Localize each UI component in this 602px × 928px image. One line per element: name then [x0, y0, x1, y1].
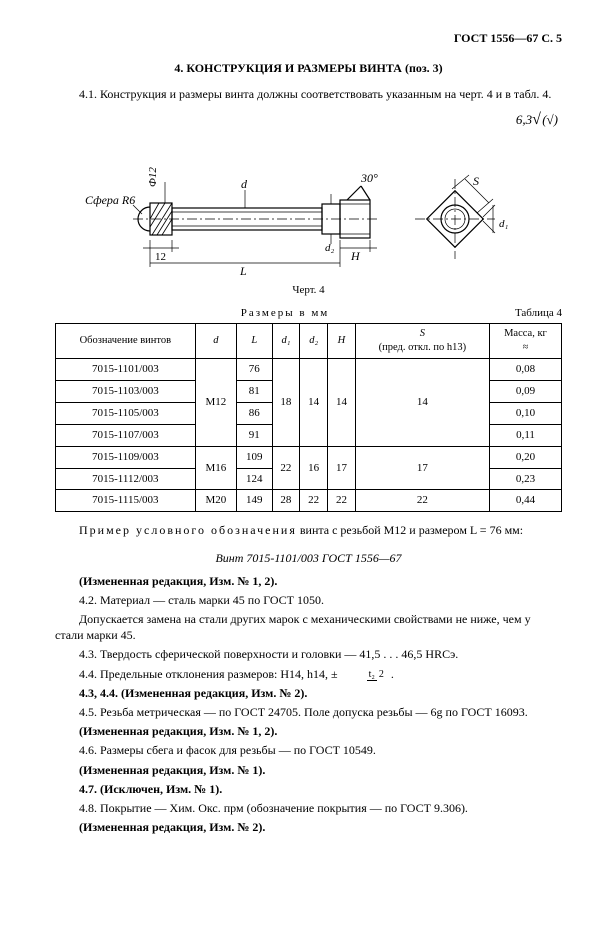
tolerance-fraction: t₂2	[343, 670, 386, 680]
section-number: 4.	[174, 61, 183, 75]
para-4-4-suffix: .	[388, 667, 394, 681]
para-4-7: 4.7. (Исключен, Изм. № 1).	[55, 781, 562, 797]
roughness-value: 6,3	[516, 112, 532, 127]
roughness-extra: (√)	[542, 112, 558, 127]
table-row: 7015-1115/003 М20 149 28 22 22 22 0,44	[56, 490, 562, 512]
example-tail: винта с резьбой М12 и размером L = 76 мм…	[297, 523, 523, 537]
section-title: 4. КОНСТРУКЦИЯ И РАЗМЕРЫ ВИНТА (поз. 3)	[55, 60, 562, 76]
para-4-2a: 4.2. Материал — сталь марки 45 по ГОСТ 1…	[55, 592, 562, 608]
para-4-6: 4.6. Размеры сбега и фасок для резьбы — …	[55, 742, 562, 758]
para-4-5-changed: (Измененная редакция, Изм. № 1, 2).	[55, 723, 562, 739]
para-4-3-4-changed: 4.3, 4.4. (Измененная редакция, Изм. № 2…	[55, 685, 562, 701]
label-sphere: Сфера R6	[85, 193, 135, 207]
para-4-8-changed: (Измененная редакция, Изм. № 2).	[55, 819, 562, 835]
label-d1: d₁	[499, 218, 509, 230]
table-row: 7015-1101/003 М12 76 18 14 14 14 0,08	[56, 359, 562, 381]
doc-reference: ГОСТ 1556—67 C. 5	[55, 30, 562, 46]
para-4-3: 4.3. Твердость сферической поверхности и…	[55, 646, 562, 662]
label-l: L	[239, 264, 247, 277]
dimensions-table: Обозначение винтов d L d₁ d₂ H S(пред. о…	[55, 323, 562, 512]
example-designation: Винт 7015-1101/003 ГОСТ 1556—67	[55, 550, 562, 566]
para-4-4: 4.4. Предельные отклонения размеров: H14…	[55, 666, 562, 682]
label-phi12: Ф12	[147, 167, 159, 187]
page: ГОСТ 1556—67 C. 5 4. КОНСТРУКЦИЯ И РАЗМЕ…	[0, 0, 602, 928]
th-s: S(пред. откл. по h13)	[355, 324, 489, 359]
figure-caption: Черт. 4	[55, 283, 562, 298]
label-h: H	[350, 249, 361, 263]
th-code: Обозначение винтов	[56, 324, 196, 359]
para-4-4-prefix: 4.4. Предельные отклонения размеров: H14…	[79, 667, 341, 681]
label-d: d	[241, 177, 248, 191]
table-label-row: Размеры в мм Таблица 4	[55, 306, 562, 321]
table-row: 7015-1109/003 М16 109 22 16 17 17 0,20	[56, 446, 562, 468]
para-4-2b: Допускается замена на стали других марок…	[55, 611, 562, 643]
example-lead: Пример условного обозначения	[79, 523, 297, 537]
roughness-symbol: √	[532, 111, 539, 128]
th-d: d	[195, 324, 236, 359]
table-units: Размеры в мм	[55, 306, 515, 321]
table-header-row: Обозначение винтов d L d₁ d₂ H S(пред. о…	[56, 324, 562, 359]
th-l: L	[237, 324, 272, 359]
roughness-callout: 6,3√ (√)	[55, 109, 558, 131]
label-12: 12	[155, 251, 166, 263]
label-s: S	[473, 174, 479, 188]
changed-note-1-2: (Измененная редакция, Изм. № 1, 2).	[55, 573, 562, 589]
label-d2: d₂	[325, 242, 335, 254]
section-title-text: КОНСТРУКЦИЯ И РАЗМЕРЫ ВИНТА (поз. 3)	[186, 61, 442, 75]
th-d2: d₂	[300, 324, 328, 359]
label-angle: 30°	[360, 171, 378, 185]
para-4-8: 4.8. Покрытие — Хим. Окс. прм (обозначен…	[55, 800, 562, 816]
th-d1: d₁	[272, 324, 300, 359]
para-4-1: 4.1. Конструкция и размеры винта должны …	[55, 86, 562, 102]
designation-example: Пример условного обозначения винта с рез…	[55, 522, 562, 538]
figure-4: 30° d d₂ Ф12 Сфера R6	[55, 132, 562, 298]
table-number: Таблица 4	[515, 306, 562, 321]
th-h: H	[328, 324, 356, 359]
screw-drawing-svg: 30° d d₂ Ф12 Сфера R6	[55, 132, 555, 277]
para-4-5: 4.5. Резьба метрическая — по ГОСТ 24705.…	[55, 704, 562, 720]
para-4-6-changed: (Измененная редакция, Изм. № 1).	[55, 762, 562, 778]
th-mass: Масса, кг≈	[489, 324, 561, 359]
